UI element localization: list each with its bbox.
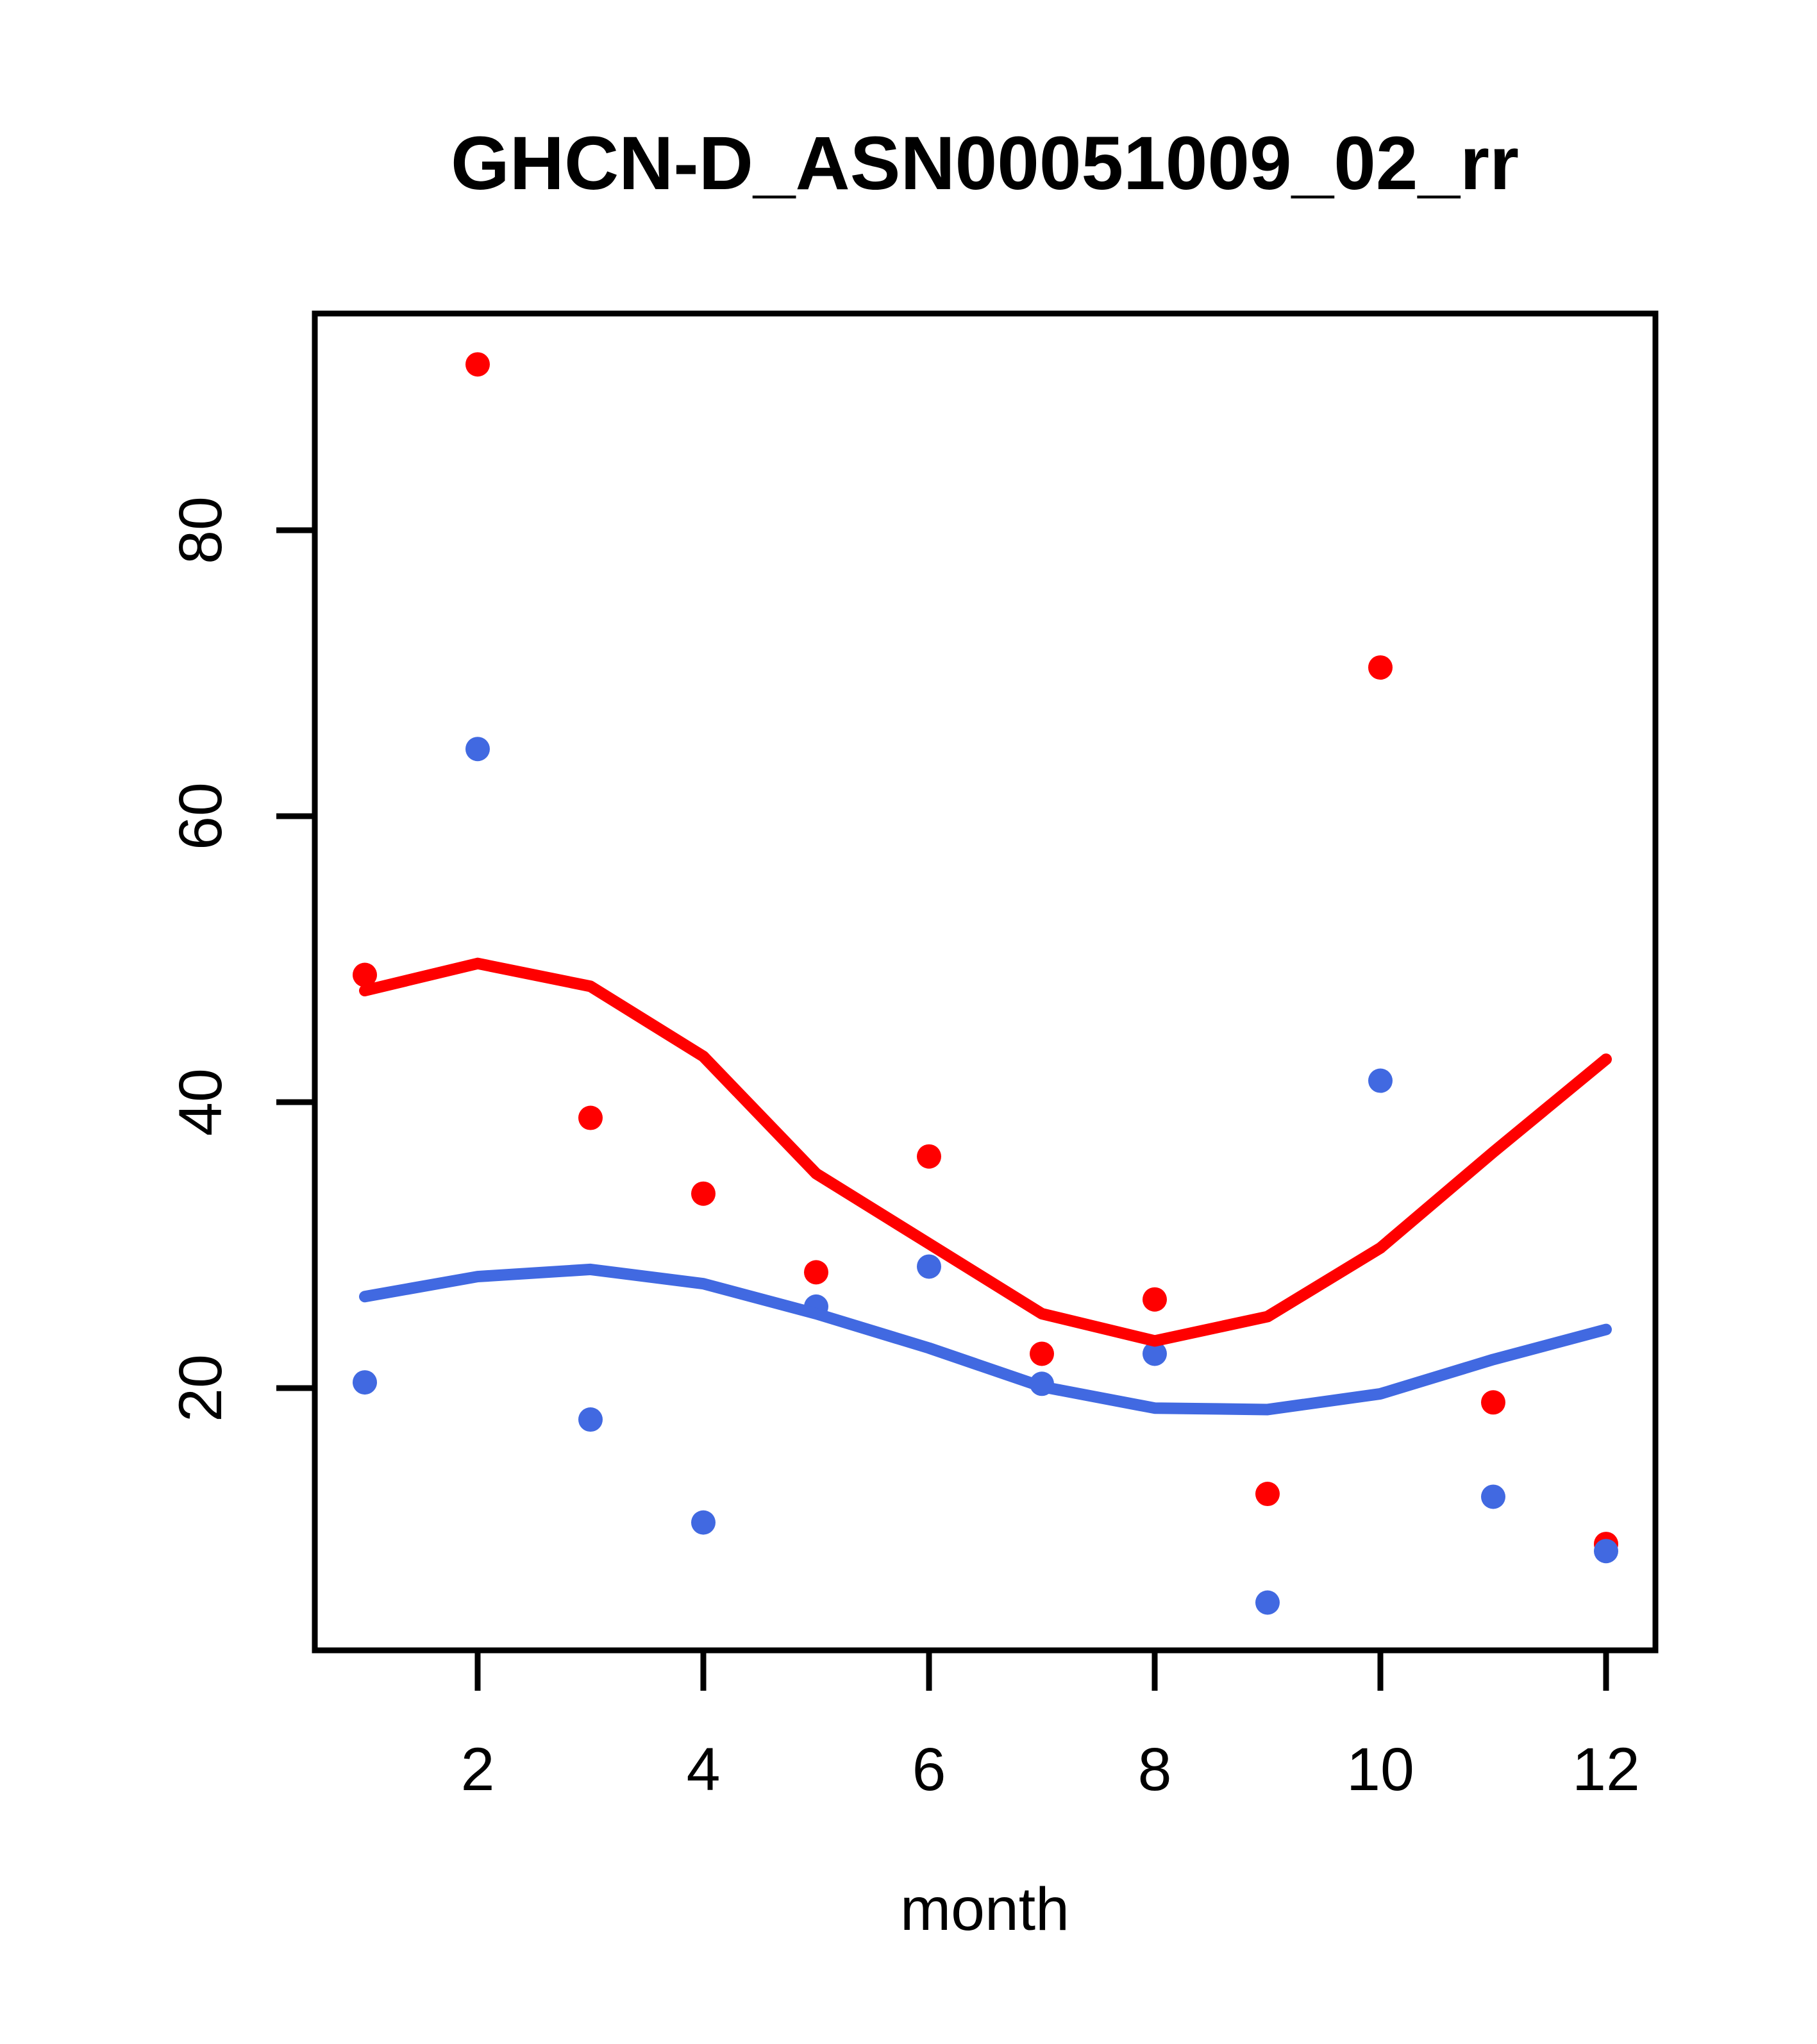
blue-observations-point (465, 737, 490, 762)
x-tick-label: 10 (1346, 1736, 1414, 1804)
smooth-lines (359, 957, 1612, 1416)
red-observations-point (465, 352, 490, 377)
red-observations-point (578, 1105, 603, 1130)
blue-observations-point (1594, 1539, 1618, 1564)
red-observations-point (691, 1181, 716, 1206)
x-tick-label: 8 (1138, 1736, 1172, 1804)
x-tick-label: 2 (461, 1736, 495, 1804)
red-observations-point (804, 1260, 828, 1285)
blue-observations-point (1368, 1068, 1393, 1093)
chart-title: GHCN-D_ASN00051009_02_rr (451, 121, 1519, 206)
x-axis-title: month (900, 1875, 1069, 1943)
x-tick-label: 4 (687, 1736, 721, 1804)
y-axis-ticks: 20 40 60 80 (167, 496, 315, 1422)
y-tick-label: 20 (167, 1354, 235, 1422)
red-observations-point (1255, 1482, 1280, 1507)
blue-observations-point (578, 1407, 603, 1432)
blue-observations-point (917, 1254, 941, 1279)
x-axis-ticks: 2 4 6 8 10 12 (461, 1650, 1640, 1804)
red-observations-point (917, 1144, 941, 1169)
red-observations-point (1368, 655, 1393, 680)
blue-observations-point (1481, 1484, 1505, 1509)
red-observations-point (1030, 1341, 1054, 1366)
data-points (353, 352, 1618, 1615)
blue-observations-point (691, 1510, 716, 1535)
red-observations-point (353, 962, 377, 987)
blue-loess-smooth-curve (359, 1263, 1612, 1416)
y-tick-label: 40 (167, 1068, 235, 1136)
plot-box (312, 310, 1659, 1654)
x-tick-label: 6 (912, 1736, 946, 1804)
y-tick-label: 60 (167, 782, 235, 850)
red-observations-point (1481, 1390, 1505, 1415)
blue-observations-point (1143, 1341, 1167, 1366)
x-tick-label: 12 (1572, 1736, 1640, 1804)
red-loess-smooth-curve (359, 957, 1612, 1347)
plot-frame (312, 310, 1659, 1654)
blue-observations-point (1255, 1590, 1280, 1615)
y-tick-label: 80 (167, 496, 235, 564)
red-observations-point (1143, 1287, 1167, 1312)
blue-observations-point (353, 1370, 377, 1395)
